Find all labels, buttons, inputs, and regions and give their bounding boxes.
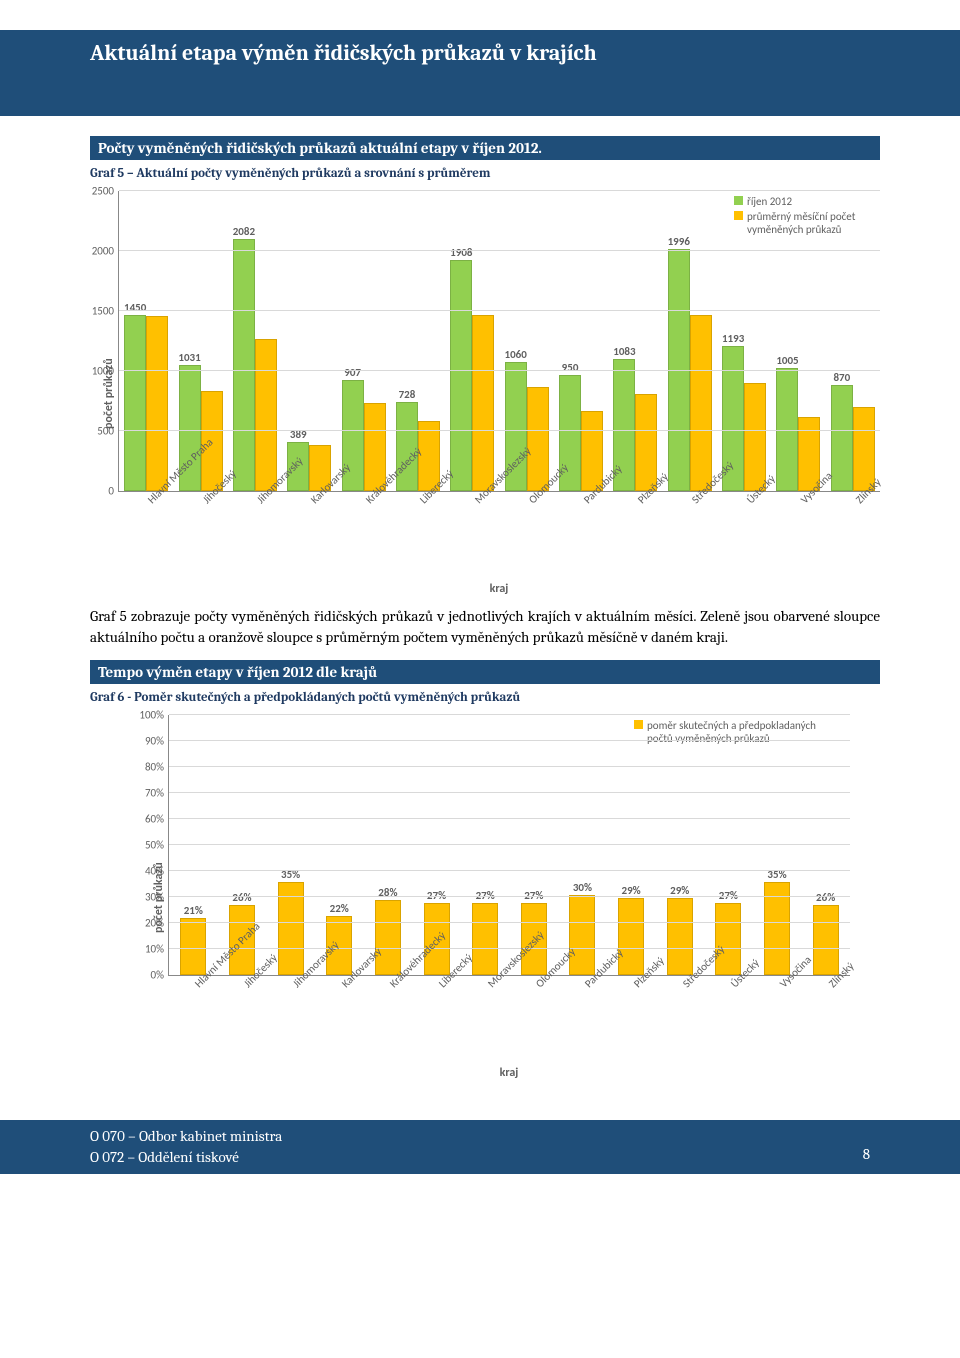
chart5-bar-group: 728 xyxy=(391,191,445,491)
chart5-bar-group: 1083 xyxy=(608,191,662,491)
chart6-bar: počet průkazů 21%26%35%22%28%27%27%27%30… xyxy=(150,715,850,1080)
page-title: Aktuální etapa výměn řidičských průkazů … xyxy=(90,40,880,66)
chart6-bar-group: 27% xyxy=(704,715,753,975)
chart6-bar-group: 22% xyxy=(315,715,364,975)
chart5-bar-group: 1908 xyxy=(445,191,499,491)
chart6-bar-group: 30% xyxy=(558,715,607,975)
chart5-bar-group: 1996 xyxy=(663,191,717,491)
chart5-bar-group: 950 xyxy=(554,191,608,491)
footer-line2: O 072 – Oddělení tiskové xyxy=(90,1148,239,1166)
chart5-xlabel: kraj xyxy=(118,582,880,596)
chart5-bar-group: 389 xyxy=(282,191,336,491)
chart6-xlabel: kraj xyxy=(168,1066,850,1080)
chart5-bar-group: 907 xyxy=(336,191,390,491)
chart6-bar-group: 28% xyxy=(364,715,413,975)
chart6-bar-group: 27% xyxy=(461,715,510,975)
page-footer: 8 O 070 – Odbor kabinet ministra O 072 –… xyxy=(0,1120,960,1174)
chart6-bar-group: 29% xyxy=(655,715,704,975)
page-number: 8 xyxy=(863,1144,870,1165)
footer-line1: O 070 – Odbor kabinet ministra xyxy=(90,1127,282,1145)
chart5-bar-group: 1450 xyxy=(119,191,173,491)
section-heading-2: Tempo výměn etapy v říjen 2012 dle krajů xyxy=(90,660,880,684)
section-heading-1: Počty vyměněných řidičských průkazů aktu… xyxy=(90,136,880,160)
page-header: Aktuální etapa výměn řidičských průkazů … xyxy=(0,30,960,116)
chart6-caption: Graf 6 - Poměr skutečných a předpokládan… xyxy=(90,690,880,705)
chart5-description: Graf 5 zobrazuje počty vyměněných řidičs… xyxy=(90,606,880,648)
chart6-bar-group: 29% xyxy=(607,715,656,975)
chart6-bar-group: 26% xyxy=(801,715,850,975)
chart6-bar-group: 35% xyxy=(266,715,315,975)
chart5-caption: Graf 5 – Aktuální počty vyměněných průka… xyxy=(90,166,880,181)
chart5-grouped-bar: počet průkazů 14501031208238990772819081… xyxy=(100,191,880,596)
chart5-bar-group: 2082 xyxy=(228,191,282,491)
chart6-bar-group: 35% xyxy=(753,715,802,975)
chart6-bar-group: 21% xyxy=(169,715,218,975)
